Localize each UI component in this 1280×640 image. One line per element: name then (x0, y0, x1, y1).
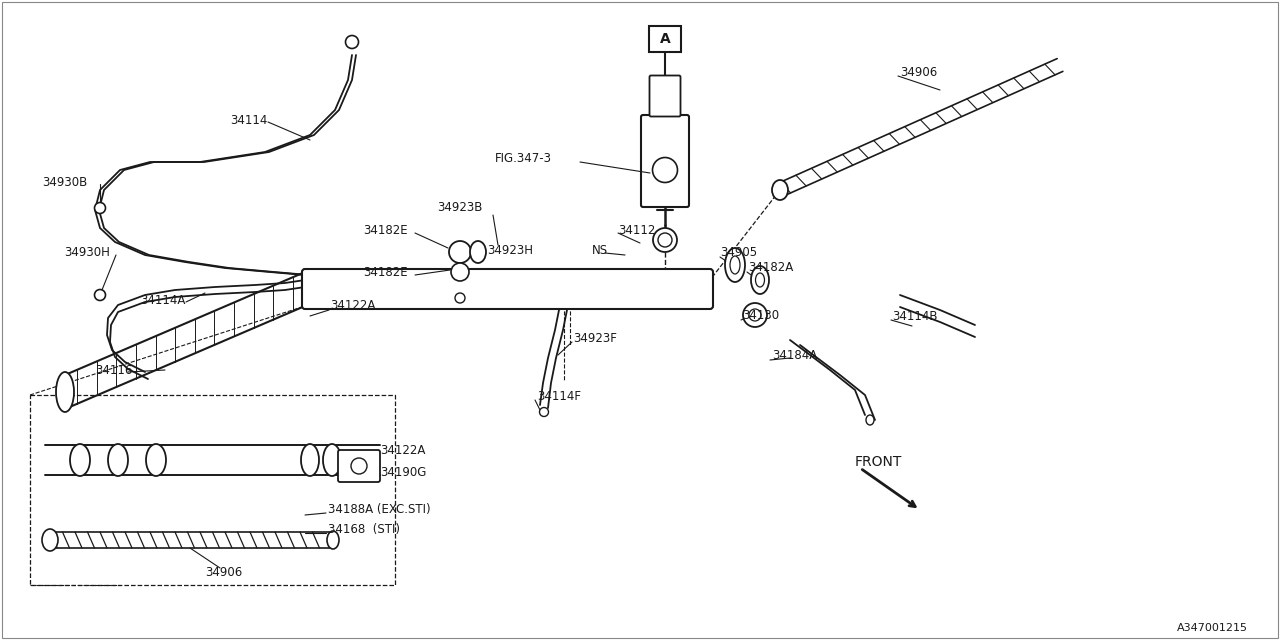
Text: 34930H: 34930H (64, 246, 110, 259)
Ellipse shape (539, 408, 549, 417)
Text: 34114A: 34114A (140, 294, 186, 307)
Text: 34114F: 34114F (538, 390, 581, 403)
FancyBboxPatch shape (338, 450, 380, 482)
Ellipse shape (653, 157, 677, 182)
Ellipse shape (326, 531, 339, 549)
Text: 34923H: 34923H (486, 243, 532, 257)
Ellipse shape (301, 444, 319, 476)
Text: 34182E: 34182E (364, 223, 407, 237)
Text: 34930B: 34930B (42, 175, 87, 189)
Text: 34112: 34112 (618, 223, 655, 237)
Text: FIG.347-3: FIG.347-3 (495, 152, 552, 164)
Ellipse shape (323, 444, 340, 476)
Text: 34130: 34130 (742, 308, 780, 321)
Text: 34906: 34906 (205, 566, 242, 579)
Ellipse shape (730, 256, 740, 274)
Ellipse shape (653, 228, 677, 252)
Text: 34923F: 34923F (573, 332, 617, 344)
Ellipse shape (95, 289, 105, 301)
Ellipse shape (772, 180, 788, 200)
Text: 34122A: 34122A (380, 444, 425, 456)
Text: 34114: 34114 (230, 113, 268, 127)
Ellipse shape (351, 458, 367, 474)
Text: 34122A: 34122A (330, 298, 375, 312)
Ellipse shape (470, 241, 486, 263)
Ellipse shape (454, 293, 465, 303)
Ellipse shape (70, 444, 90, 476)
Bar (649, 26, 681, 52)
Text: 34905: 34905 (721, 246, 758, 259)
Text: 34190G: 34190G (380, 467, 426, 479)
Text: 34182A: 34182A (748, 260, 794, 273)
Text: 34116: 34116 (95, 364, 132, 376)
Text: 34168  (STI): 34168 (STI) (328, 524, 401, 536)
Ellipse shape (95, 202, 105, 214)
Ellipse shape (867, 415, 874, 425)
Text: A347001215: A347001215 (1178, 623, 1248, 633)
Text: 34184A: 34184A (772, 349, 817, 362)
Ellipse shape (346, 35, 358, 49)
FancyBboxPatch shape (649, 76, 681, 116)
Text: A: A (659, 32, 671, 46)
Text: 34114B: 34114B (892, 310, 937, 323)
Ellipse shape (755, 273, 764, 287)
Text: FRONT: FRONT (855, 455, 902, 469)
Ellipse shape (451, 263, 468, 281)
Ellipse shape (724, 248, 745, 282)
Ellipse shape (749, 309, 762, 321)
Ellipse shape (658, 233, 672, 247)
Ellipse shape (42, 529, 58, 551)
Ellipse shape (108, 444, 128, 476)
Text: 34188A (EXC.STI): 34188A (EXC.STI) (328, 504, 430, 516)
Text: 34182E: 34182E (364, 266, 407, 278)
Ellipse shape (56, 372, 74, 412)
Ellipse shape (146, 444, 166, 476)
Ellipse shape (751, 266, 769, 294)
Text: NS: NS (593, 243, 608, 257)
FancyBboxPatch shape (302, 269, 713, 309)
Ellipse shape (742, 303, 767, 327)
Text: 34906: 34906 (900, 65, 937, 79)
FancyBboxPatch shape (641, 115, 689, 207)
Text: 34923B: 34923B (436, 200, 483, 214)
Ellipse shape (449, 241, 471, 263)
